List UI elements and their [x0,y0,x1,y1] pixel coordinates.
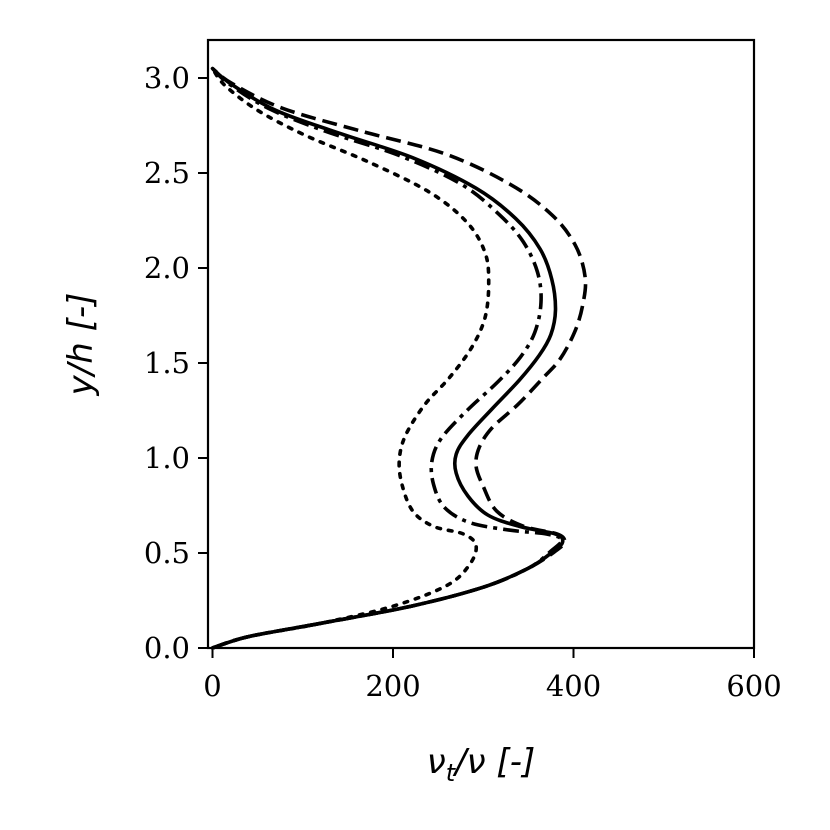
y-tick-label: 1.5 [144,346,190,380]
x-axis-label: νt/ν [-] [427,742,535,787]
x-tick-label: 200 [365,669,420,703]
plot-frame [206,38,756,650]
series-line-dotted [210,66,491,650]
x-axis-label-rest: /ν [-] [452,742,535,782]
y-tick-label: 0.0 [144,631,190,665]
y-tick-label: 1.0 [144,441,190,475]
x-tick-label: 400 [546,669,601,703]
axes-group: 0 200 400 600 0.0 0.5 1.0 1.5 2.0 2.5 3.0 [144,61,782,703]
series-line-solid [210,66,565,650]
series-group [210,66,588,650]
x-axis-label-main: ν [427,742,446,782]
y-axis-label: y/h [-] [61,293,101,397]
series-line-dashdot [211,67,564,650]
y-tick-label: 0.5 [144,536,190,570]
y-tick-label: 2.0 [144,251,190,285]
x-axis-label-subscript: t [446,759,457,787]
x-tick-label: 600 [726,669,781,703]
y-tick-label: 2.5 [144,156,190,190]
x-tick-label: 0 [203,669,221,703]
y-tick-label: 3.0 [144,61,190,95]
